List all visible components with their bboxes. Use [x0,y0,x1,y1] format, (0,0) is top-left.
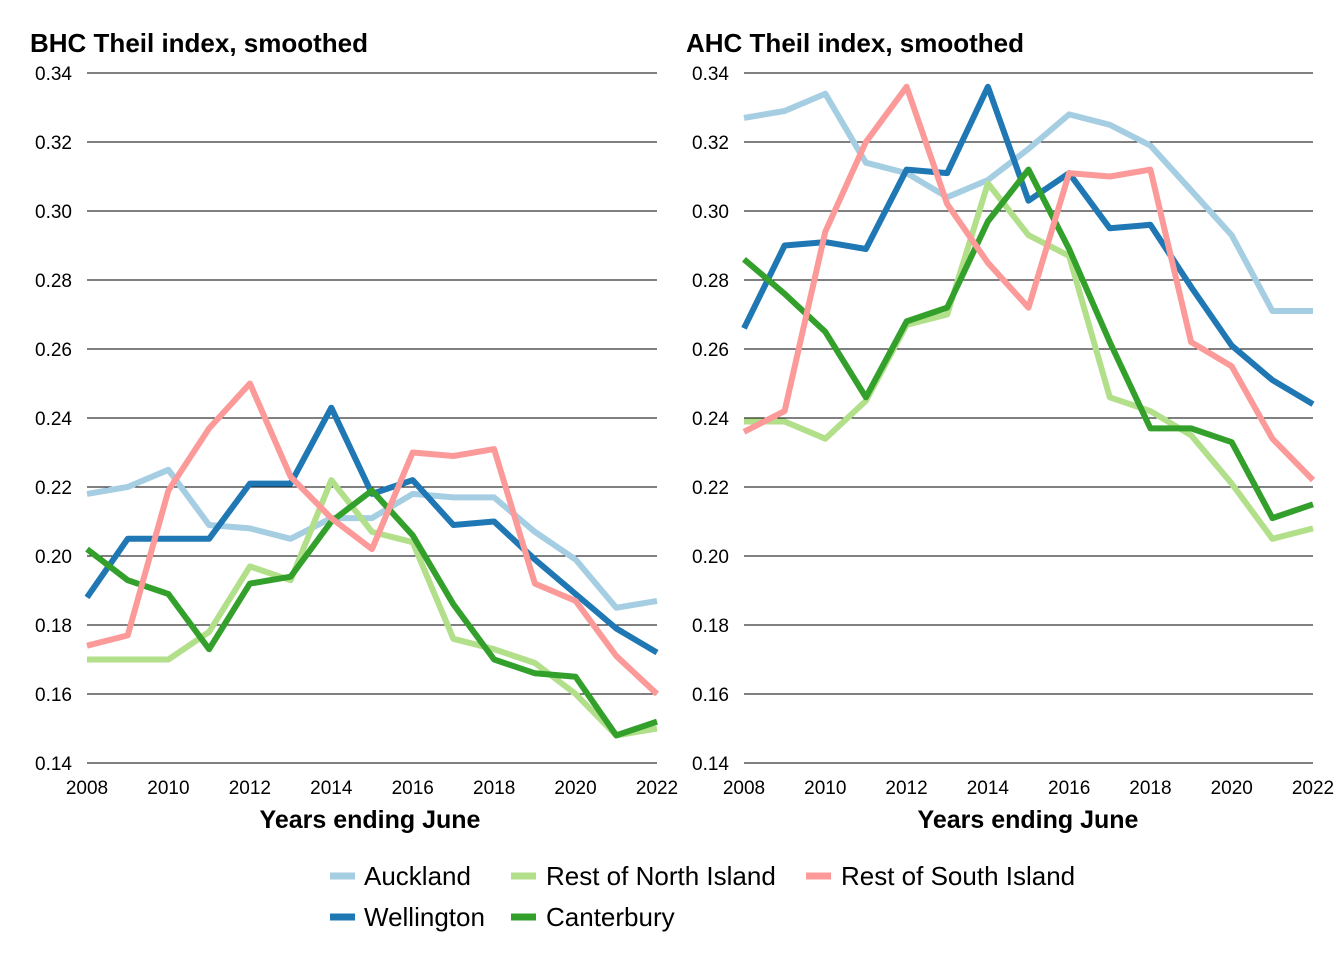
ahc-gridlines [744,72,1313,764]
ahc-series-auckland [743,90,1313,314]
ahc-x-tick-label: 2014 [967,778,1010,799]
ahc-y-tick-label: 0.34 [692,64,729,85]
bhc-series-canterbury [85,487,658,739]
bhc-x-tick-label: 2018 [473,778,515,799]
ahc-y-tick-label: 0.24 [692,409,729,430]
ahc-x-tick-labels: 2008 2010 2012 2014 2016 2018 2020 2022 [723,778,1334,799]
ahc-series-canterbury [742,166,1314,522]
ahc-series-rest-of-south-island [742,83,1316,483]
ahc-x-tick-label: 2016 [1048,778,1090,799]
ahc-x-tick-label: 2020 [1211,778,1253,799]
legend-label-rest-of-south-island: Rest of South Island [841,861,1075,891]
legend-item-wellington: Wellington [330,902,485,932]
bhc-x-tick-label: 2014 [310,778,353,799]
bhc-y-tick-label: 0.22 [35,478,72,499]
ahc-y-tick-label: 0.30 [692,202,729,223]
legend-item-rest-of-south-island: Rest of South Island [806,861,1075,891]
bhc-x-axis-label: Years ending June [260,806,481,834]
bhc-series-rest-of-south-island [86,380,660,697]
legend-item-canterbury: Canterbury [511,902,675,932]
bhc-x-tick-label: 2012 [229,778,271,799]
bhc-series-auckland [86,466,658,611]
ahc-series-wellington [741,83,1315,407]
legend-label-canterbury: Canterbury [546,902,675,932]
ahc-chart-panel: AHC Theil index, smoothed 0.140.160.180.… [686,28,1334,834]
ahc-x-tick-label: 2022 [1292,778,1334,799]
ahc-x-tick-label: 2012 [885,778,927,799]
ahc-x-tick-label: 2010 [804,778,846,799]
legend-item-auckland: Auckland [330,861,471,891]
legend-label-rest-of-north-island: Rest of North Island [546,861,776,891]
ahc-y-tick-label: 0.22 [692,478,729,499]
bhc-y-tick-label: 0.14 [35,754,72,775]
bhc-chart-title: BHC Theil index, smoothed [30,28,368,58]
ahc-y-tick-labels: 0.14 0.16 0.18 0.20 0.22 0.24 0.26 0.28 0.30 0.32… [692,64,729,775]
ahc-chart-title: AHC Theil index, smoothed [686,28,1024,58]
legend-label-wellington: Wellington [364,902,485,932]
bhc-x-tick-label: 2016 [392,778,434,799]
bhc-y-tick-label: 0.16 [35,685,72,706]
ahc-y-tick-label: 0.16 [692,685,729,706]
ahc-y-tick-label: 0.20 [692,547,729,568]
bhc-series-rest-of-north-island [87,477,658,739]
bhc-y-tick-label: 0.20 [35,547,72,568]
bhc-y-tick-label: 0.24 [35,409,72,430]
ahc-x-tick-label: 2008 [723,778,765,799]
bhc-chart-panel: BHC Theil index, smoothed 0.140.160.180.… [30,28,678,834]
bhc-y-tick-label: 0.34 [35,64,72,85]
ahc-y-tick-label: 0.14 [692,754,729,775]
bhc-x-tick-label: 2022 [636,778,678,799]
ahc-series-rest-of-north-island [744,180,1314,542]
ahc-y-tick-label: 0.26 [692,340,729,361]
bhc-series-lines [84,380,660,739]
legend-label-auckland: Auckland [364,861,471,891]
legend-item-rest-of-north-island: Rest of North Island [511,861,776,891]
bhc-y-tick-label: 0.32 [35,133,72,154]
ahc-y-tick-label: 0.28 [692,271,729,292]
legend: Auckland Rest of North Island Rest of So… [330,861,1075,932]
ahc-x-tick-label: 2018 [1129,778,1171,799]
bhc-y-tick-label: 0.28 [35,271,72,292]
ahc-series-lines [741,83,1316,542]
bhc-y-tick-label: 0.26 [35,340,72,361]
bhc-x-tick-label: 2020 [554,778,596,799]
ahc-y-tick-label: 0.18 [692,616,729,637]
bhc-x-tick-label: 2010 [147,778,189,799]
bhc-x-tick-label: 2008 [66,778,108,799]
bhc-y-tick-label: 0.30 [35,202,72,223]
ahc-y-tick-label: 0.32 [692,133,729,154]
bhc-y-tick-label: 0.18 [35,616,72,637]
bhc-x-tick-labels: 2008 2010 2012 2014 2016 2018 2020 2022 [66,778,678,799]
bhc-y-tick-labels: 0.14 0.16 0.18 0.20 0.22 0.24 0.26 0.28 0.30 0.32… [35,64,72,775]
ahc-x-axis-label: Years ending June [918,806,1139,834]
